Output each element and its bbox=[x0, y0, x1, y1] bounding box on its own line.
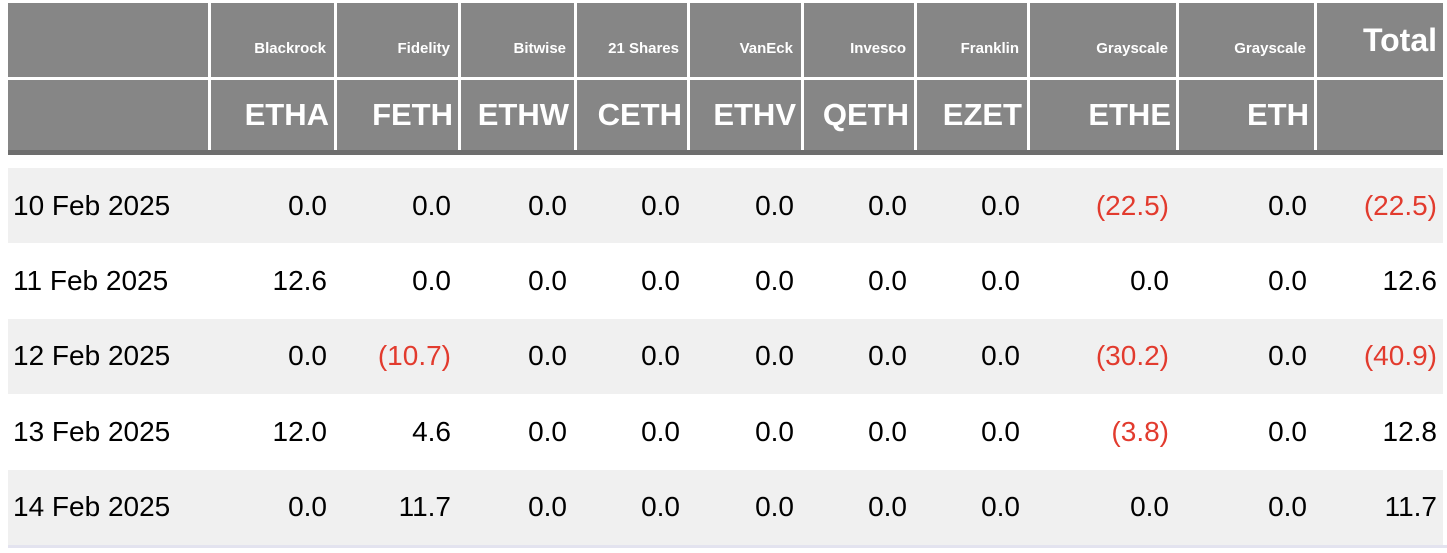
value-cell: 12.6 bbox=[211, 243, 337, 319]
issuer-cell: Fidelity bbox=[337, 3, 461, 80]
issuer-cell: Grayscale bbox=[1030, 3, 1179, 80]
ticker-cell: EZET bbox=[917, 80, 1030, 150]
table-row: 10 Feb 2025 0.0 0.0 0.0 0.0 0.0 0.0 0.0 … bbox=[8, 168, 1443, 244]
date-cell: 13 Feb 2025 bbox=[8, 394, 211, 470]
value-cell: (30.2) bbox=[1030, 318, 1179, 395]
issuer-cell: Blackrock bbox=[211, 3, 337, 80]
value-cell: 0.0 bbox=[461, 318, 577, 395]
issuer-cell: Grayscale bbox=[1179, 3, 1317, 80]
value-cell: 0.0 bbox=[337, 168, 461, 244]
value-cell: 0.0 bbox=[917, 469, 1030, 545]
value-cell: 0.0 bbox=[461, 168, 577, 244]
value-cell: 0.0 bbox=[917, 168, 1030, 244]
value-cell: 0.0 bbox=[577, 469, 690, 545]
value-cell: 0.0 bbox=[1179, 168, 1317, 244]
value-cell: 0.0 bbox=[1179, 394, 1317, 470]
bottom-divider bbox=[8, 544, 1447, 548]
value-cell: 0.0 bbox=[1179, 469, 1317, 545]
ticker-cell: ETHE bbox=[1030, 80, 1179, 150]
ticker-cell bbox=[1317, 80, 1443, 150]
total-value-cell: (22.5) bbox=[1317, 168, 1443, 244]
total-value-cell: (40.9) bbox=[1317, 318, 1443, 395]
issuer-cell: Invesco bbox=[804, 3, 917, 80]
value-cell: 11.7 bbox=[337, 469, 461, 545]
ticker-header-row: ETHA FETH ETHW CETH ETHV QETH EZET ETHE … bbox=[8, 80, 1443, 150]
value-cell: 0.0 bbox=[461, 243, 577, 319]
value-cell: 0.0 bbox=[1179, 243, 1317, 319]
table-body: 10 Feb 2025 0.0 0.0 0.0 0.0 0.0 0.0 0.0 … bbox=[8, 168, 1443, 545]
value-cell: 0.0 bbox=[804, 469, 917, 545]
value-cell: 0.0 bbox=[917, 243, 1030, 319]
total-value-cell: 12.6 bbox=[1317, 243, 1443, 319]
value-cell: 0.0 bbox=[211, 318, 337, 395]
value-cell: 0.0 bbox=[1030, 469, 1179, 545]
issuer-header-row: Blackrock Fidelity Bitwise 21 Shares Van… bbox=[8, 3, 1443, 80]
value-cell: 0.0 bbox=[690, 469, 804, 545]
issuer-cell: 21 Shares bbox=[577, 3, 690, 80]
value-cell: 0.0 bbox=[461, 469, 577, 545]
date-cell: 14 Feb 2025 bbox=[8, 469, 211, 545]
value-cell: 0.0 bbox=[1030, 243, 1179, 319]
ticker-cell: ETHW bbox=[461, 80, 577, 150]
value-cell: 0.0 bbox=[337, 243, 461, 319]
value-cell: 12.0 bbox=[211, 394, 337, 470]
value-cell: 0.0 bbox=[917, 318, 1030, 395]
value-cell: 0.0 bbox=[690, 243, 804, 319]
total-header-cell: Total bbox=[1317, 3, 1443, 80]
value-cell: 0.0 bbox=[804, 243, 917, 319]
table-row: 12 Feb 2025 0.0 (10.7) 0.0 0.0 0.0 0.0 0… bbox=[8, 318, 1443, 395]
ticker-cell: ETHA bbox=[211, 80, 337, 150]
value-cell: 0.0 bbox=[577, 394, 690, 470]
value-cell: 0.0 bbox=[211, 168, 337, 244]
value-cell: 0.0 bbox=[917, 394, 1030, 470]
ticker-cell: ETH bbox=[1179, 80, 1317, 150]
total-value-cell: 11.7 bbox=[1317, 469, 1443, 545]
value-cell: (10.7) bbox=[337, 318, 461, 395]
issuer-cell: Franklin bbox=[917, 3, 1030, 80]
value-cell: 0.0 bbox=[461, 394, 577, 470]
ticker-cell: ETHV bbox=[690, 80, 804, 150]
value-cell: 0.0 bbox=[577, 168, 690, 244]
value-cell: 0.0 bbox=[1179, 318, 1317, 395]
value-cell: 0.0 bbox=[804, 318, 917, 395]
value-cell: 0.0 bbox=[577, 243, 690, 319]
table-row: 11 Feb 2025 12.6 0.0 0.0 0.0 0.0 0.0 0.0… bbox=[8, 243, 1443, 319]
value-cell: 0.0 bbox=[804, 394, 917, 470]
value-cell: 0.0 bbox=[804, 168, 917, 244]
ticker-cell: QETH bbox=[804, 80, 917, 150]
value-cell: 0.0 bbox=[211, 469, 337, 545]
total-value-cell: 12.8 bbox=[1317, 394, 1443, 470]
value-cell: (3.8) bbox=[1030, 394, 1179, 470]
date-column-header bbox=[8, 3, 211, 80]
date-cell: 11 Feb 2025 bbox=[8, 243, 211, 319]
issuer-cell: Bitwise bbox=[461, 3, 577, 80]
value-cell: 4.6 bbox=[337, 394, 461, 470]
value-cell: 0.0 bbox=[690, 168, 804, 244]
ticker-cell: FETH bbox=[337, 80, 461, 150]
table-row: 13 Feb 2025 12.0 4.6 0.0 0.0 0.0 0.0 0.0… bbox=[8, 394, 1443, 470]
ticker-cell: CETH bbox=[577, 80, 690, 150]
value-cell: 0.0 bbox=[577, 318, 690, 395]
value-cell: (22.5) bbox=[1030, 168, 1179, 244]
etf-flow-table: Blackrock Fidelity Bitwise 21 Shares Van… bbox=[8, 3, 1447, 548]
ticker-cell bbox=[8, 80, 211, 150]
table-row: 14 Feb 2025 0.0 11.7 0.0 0.0 0.0 0.0 0.0… bbox=[8, 469, 1443, 545]
date-cell: 12 Feb 2025 bbox=[8, 318, 211, 395]
value-cell: 0.0 bbox=[690, 318, 804, 395]
issuer-cell: VanEck bbox=[690, 3, 804, 80]
value-cell: 0.0 bbox=[690, 394, 804, 470]
date-cell: 10 Feb 2025 bbox=[8, 168, 211, 244]
table-header: Blackrock Fidelity Bitwise 21 Shares Van… bbox=[8, 3, 1443, 155]
